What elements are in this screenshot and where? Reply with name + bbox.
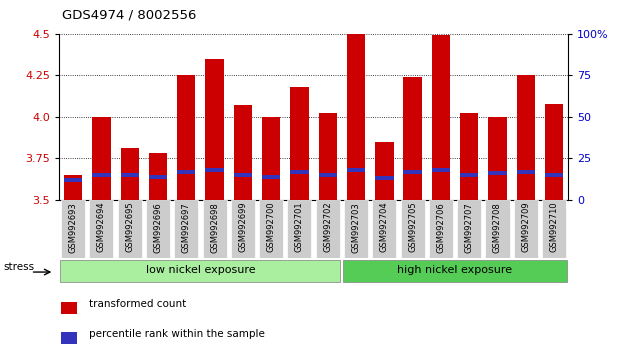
- Text: high nickel exposure: high nickel exposure: [397, 265, 512, 275]
- Bar: [545, 103, 563, 200]
- Text: GSM992701: GSM992701: [295, 202, 304, 252]
- Bar: [488, 117, 507, 200]
- Text: stress: stress: [3, 262, 34, 272]
- Bar: [347, 34, 365, 200]
- Bar: [404, 77, 422, 200]
- Bar: [319, 114, 337, 200]
- Text: GSM992710: GSM992710: [550, 202, 558, 252]
- Text: GSM992700: GSM992700: [266, 202, 276, 252]
- Bar: [177, 75, 196, 200]
- Bar: [404, 170, 422, 174]
- Text: GSM992693: GSM992693: [69, 202, 78, 252]
- Bar: [64, 175, 83, 200]
- Bar: [61, 200, 85, 258]
- Bar: [206, 59, 224, 200]
- Bar: [457, 200, 481, 258]
- Bar: [343, 260, 567, 282]
- Bar: [120, 173, 139, 177]
- Bar: [460, 173, 478, 177]
- Bar: [231, 200, 255, 258]
- Bar: [373, 200, 396, 258]
- Bar: [233, 173, 252, 177]
- Bar: [177, 170, 196, 174]
- Bar: [375, 142, 394, 200]
- Bar: [233, 105, 252, 200]
- Text: percentile rank within the sample: percentile rank within the sample: [89, 329, 265, 339]
- Bar: [401, 200, 425, 258]
- Text: GSM992706: GSM992706: [437, 202, 445, 252]
- Bar: [175, 200, 198, 258]
- Bar: [517, 75, 535, 200]
- Bar: [259, 200, 283, 258]
- Bar: [488, 171, 507, 176]
- Bar: [290, 87, 309, 200]
- Bar: [149, 175, 167, 179]
- Bar: [262, 117, 280, 200]
- Text: GSM992703: GSM992703: [351, 202, 361, 252]
- Bar: [460, 114, 478, 200]
- Bar: [545, 173, 563, 177]
- Bar: [202, 200, 227, 258]
- Text: GDS4974 / 8002556: GDS4974 / 8002556: [62, 9, 196, 22]
- Bar: [432, 35, 450, 200]
- Bar: [206, 168, 224, 172]
- Bar: [262, 175, 280, 179]
- Bar: [432, 168, 450, 172]
- Text: GSM992705: GSM992705: [408, 202, 417, 252]
- Bar: [288, 200, 312, 258]
- Bar: [89, 200, 114, 258]
- Text: GSM992709: GSM992709: [521, 202, 530, 252]
- Bar: [64, 178, 83, 182]
- Bar: [290, 170, 309, 174]
- Bar: [319, 173, 337, 177]
- Text: GSM992696: GSM992696: [153, 202, 163, 252]
- Bar: [60, 260, 340, 282]
- Bar: [429, 200, 453, 258]
- Bar: [61, 332, 77, 344]
- Bar: [93, 173, 111, 177]
- Bar: [149, 153, 167, 200]
- Text: GSM992708: GSM992708: [493, 202, 502, 252]
- Text: GSM992697: GSM992697: [182, 202, 191, 252]
- Bar: [514, 200, 538, 258]
- Bar: [315, 200, 340, 258]
- Text: GSM992702: GSM992702: [324, 202, 332, 252]
- Text: GSM992707: GSM992707: [465, 202, 474, 252]
- Bar: [344, 200, 368, 258]
- Text: transformed count: transformed count: [89, 298, 186, 309]
- Bar: [120, 148, 139, 200]
- Bar: [118, 200, 142, 258]
- Bar: [93, 117, 111, 200]
- Bar: [347, 168, 365, 172]
- Bar: [146, 200, 170, 258]
- Bar: [61, 302, 77, 314]
- Text: low nickel exposure: low nickel exposure: [146, 265, 255, 275]
- Text: GSM992704: GSM992704: [380, 202, 389, 252]
- Text: GSM992698: GSM992698: [210, 202, 219, 252]
- Text: GSM992695: GSM992695: [125, 202, 134, 252]
- Bar: [375, 176, 394, 181]
- Bar: [517, 170, 535, 174]
- Text: GSM992694: GSM992694: [97, 202, 106, 252]
- Bar: [542, 200, 566, 258]
- Text: GSM992699: GSM992699: [238, 202, 247, 252]
- Bar: [486, 200, 509, 258]
